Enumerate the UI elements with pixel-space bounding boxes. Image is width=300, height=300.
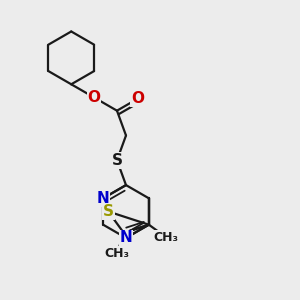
Text: N: N	[97, 191, 110, 206]
Text: CH₃: CH₃	[105, 247, 130, 260]
Text: N: N	[120, 230, 132, 245]
Text: O: O	[131, 91, 144, 106]
Text: S: S	[103, 204, 114, 219]
Text: CH₃: CH₃	[154, 231, 179, 244]
Text: S: S	[112, 153, 122, 168]
Text: O: O	[88, 90, 100, 105]
